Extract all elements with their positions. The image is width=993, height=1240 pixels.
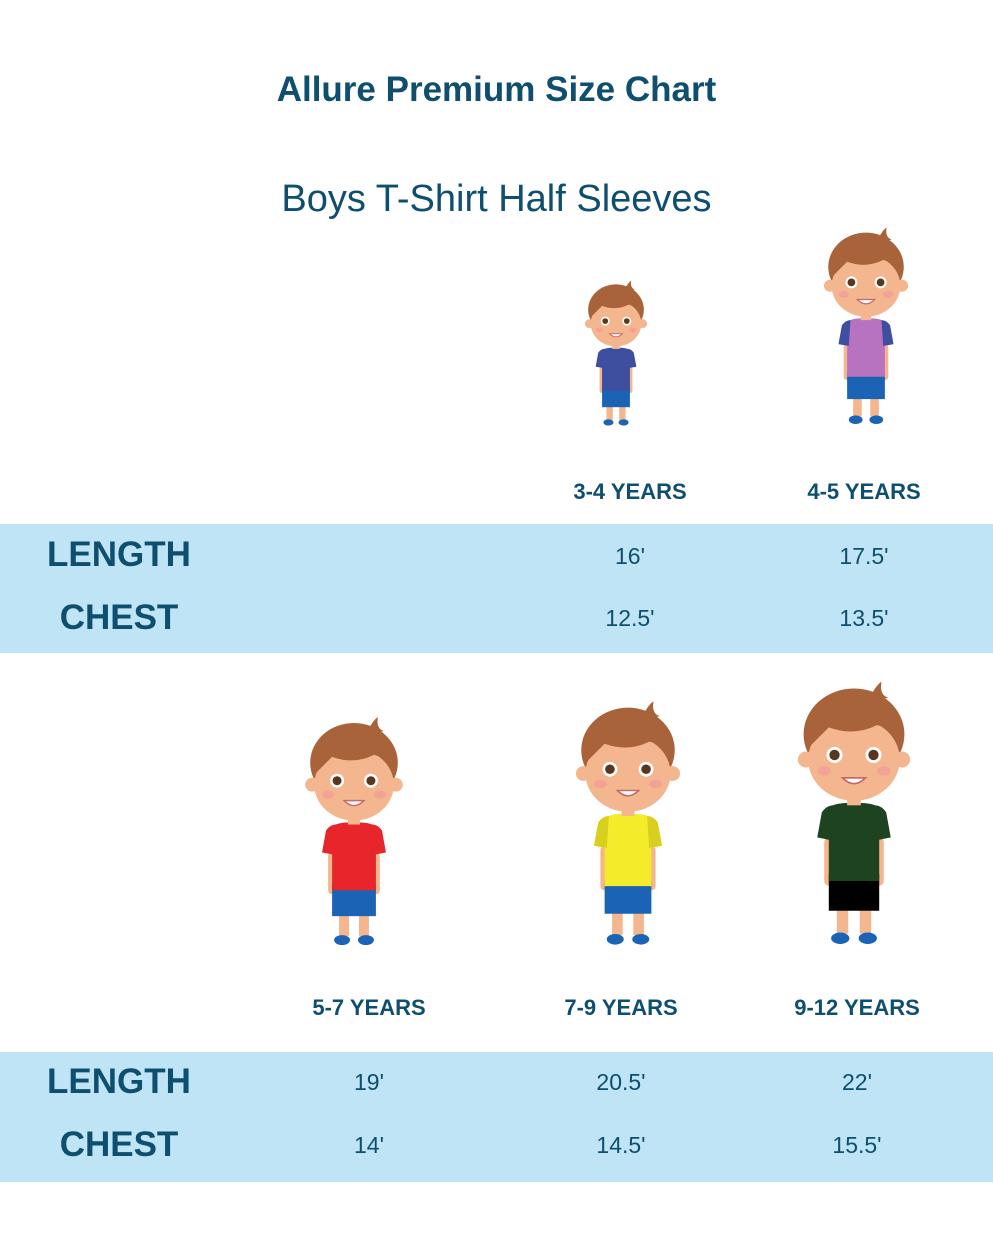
row-label-length: LENGTH xyxy=(47,535,191,574)
boy-icon xyxy=(584,280,648,426)
chest-value: 15.5' xyxy=(832,1132,882,1158)
row-label-chest: CHEST xyxy=(59,1125,179,1164)
boy-illustration-5-7 xyxy=(304,713,404,952)
boy-illustration-3-4 xyxy=(584,278,648,430)
length-value: 20.5' xyxy=(596,1069,646,1095)
measurement-band xyxy=(0,1052,993,1182)
chest-value: 14.5' xyxy=(596,1132,646,1158)
length-value: 17.5' xyxy=(839,543,889,569)
length-value: 16' xyxy=(615,543,645,569)
row-label-length: LENGTH xyxy=(47,1062,191,1101)
boy-illustration-4-5 xyxy=(823,224,909,430)
size-header: 4-5 YEARS xyxy=(807,479,921,504)
page-title: Allure Premium Size Chart xyxy=(276,70,717,109)
row-label-chest: CHEST xyxy=(59,598,179,637)
boy-illustration-7-9 xyxy=(575,697,681,952)
measurement-band xyxy=(0,524,993,653)
size-header: 3-4 YEARS xyxy=(573,479,687,504)
page-subtitle: Boys T-Shirt Half Sleeves xyxy=(281,178,712,220)
boy-icon xyxy=(575,701,681,945)
length-value: 19' xyxy=(354,1069,384,1095)
boy-icon xyxy=(305,716,403,946)
size-header: 9-12 YEARS xyxy=(794,995,920,1020)
boy-icon xyxy=(797,681,911,944)
boy-illustration-9-12 xyxy=(797,677,912,952)
boy-icon xyxy=(823,227,909,424)
chest-value: 12.5' xyxy=(605,605,655,631)
size-header: 7-9 YEARS xyxy=(564,995,678,1020)
size-header: 5-7 YEARS xyxy=(312,995,426,1020)
chest-value: 13.5' xyxy=(839,605,889,631)
length-value: 22' xyxy=(842,1069,872,1095)
chest-value: 14' xyxy=(354,1132,384,1158)
